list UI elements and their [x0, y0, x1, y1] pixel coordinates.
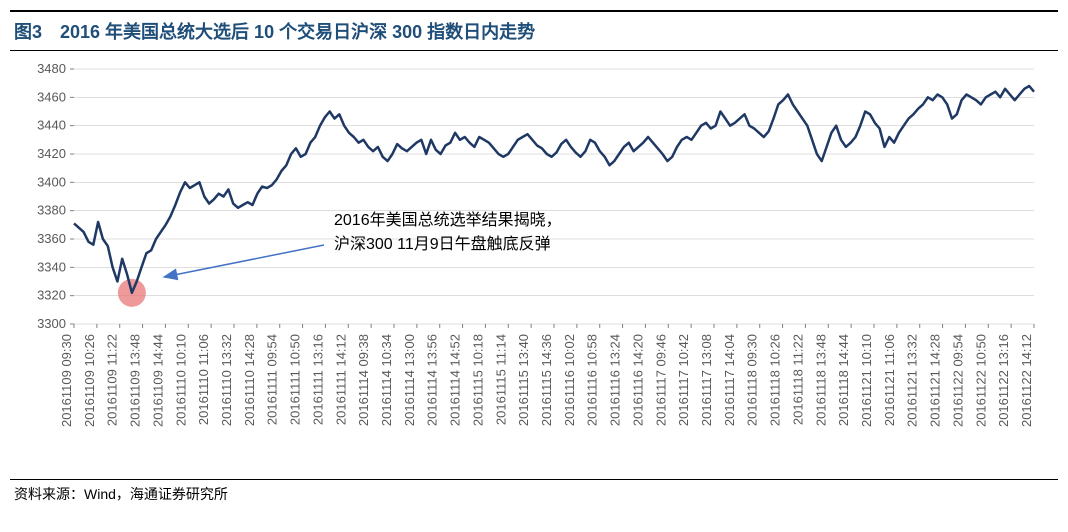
svg-text:20161114 09:38: 20161114 09:38 — [356, 334, 371, 426]
svg-text:20161117 13:08: 20161117 13:08 — [699, 334, 714, 426]
svg-text:3300: 3300 — [37, 316, 66, 331]
svg-text:20161109 10:26: 20161109 10:26 — [82, 334, 97, 427]
svg-text:3440: 3440 — [37, 118, 66, 133]
annotation-arrow — [164, 245, 324, 277]
svg-text:20161122 13:16: 20161122 13:16 — [996, 334, 1011, 427]
svg-text:20161115 11:14: 20161115 11:14 — [493, 334, 508, 425]
svg-text:20161114 14:52: 20161114 14:52 — [448, 334, 463, 426]
svg-text:20161114 13:56: 20161114 13:56 — [425, 334, 440, 426]
title-bar: 图3 2016 年美国总统大选后 10 个交易日沪深 300 指数日内走势 — [10, 10, 1058, 51]
svg-text:20161118 11:22: 20161118 11:22 — [790, 334, 805, 425]
svg-text:20161111 13:16: 20161111 13:16 — [310, 334, 325, 425]
svg-text:20161121 11:06: 20161121 11:06 — [882, 334, 897, 426]
svg-text:20161110 11:06: 20161110 11:06 — [196, 334, 211, 425]
svg-text:3420: 3420 — [37, 146, 66, 161]
svg-text:20161110 14:28: 20161110 14:28 — [242, 334, 257, 426]
svg-text:20161110 13:32: 20161110 13:32 — [219, 334, 234, 426]
svg-text:3400: 3400 — [37, 174, 66, 189]
svg-text:20161121 14:28: 20161121 14:28 — [928, 334, 943, 427]
svg-text:20161109 09:30: 20161109 09:30 — [59, 334, 74, 427]
svg-text:3460: 3460 — [37, 89, 66, 104]
svg-text:3340: 3340 — [37, 259, 66, 274]
source-bar: 资料来源：Wind，海通证券研究所 — [10, 479, 1058, 508]
chart-area: 3300 3320 3340 3360 3380 3400 3420 3440 3460 3480… — [10, 51, 1058, 479]
svg-text:20161118 09:30: 20161118 09:30 — [745, 334, 760, 426]
svg-text:20161115 13:40: 20161115 13:40 — [516, 334, 531, 426]
svg-text:20161111 14:12: 20161111 14:12 — [333, 334, 348, 425]
svg-text:20161111 10:50: 20161111 10:50 — [288, 334, 303, 425]
svg-text:3380: 3380 — [37, 203, 66, 218]
svg-text:20161114 13:00: 20161114 13:00 — [402, 334, 417, 426]
svg-text:20161118 14:44: 20161118 14:44 — [836, 334, 851, 426]
svg-text:20161115 14:36: 20161115 14:36 — [539, 334, 554, 426]
svg-text:20161116 10:58: 20161116 10:58 — [585, 334, 600, 426]
svg-text:20161116 14:20: 20161116 14:20 — [630, 334, 645, 426]
svg-text:20161117 10:42: 20161117 10:42 — [676, 334, 691, 426]
annotation-line1: 2016年美国总统选举结果揭晓， — [334, 211, 562, 229]
svg-text:20161121 10:10: 20161121 10:10 — [859, 334, 874, 427]
svg-text:20161116 10:02: 20161116 10:02 — [562, 334, 577, 426]
svg-text:20161111 09:54: 20161111 09:54 — [265, 334, 280, 425]
data-line — [74, 86, 1034, 293]
svg-text:20161117 09:46: 20161117 09:46 — [653, 334, 668, 426]
svg-text:20161110 10:10: 20161110 10:10 — [173, 334, 188, 426]
svg-text:3320: 3320 — [37, 288, 66, 303]
svg-text:3480: 3480 — [37, 61, 66, 76]
svg-text:20161109 14:44: 20161109 14:44 — [150, 334, 165, 427]
figure-title: 图3 2016 年美国总统大选后 10 个交易日沪深 300 指数日内走势 — [14, 22, 535, 42]
svg-text:20161122 14:12: 20161122 14:12 — [1019, 334, 1034, 427]
svg-text:20161109 13:48: 20161109 13:48 — [128, 334, 143, 427]
figure-container: 图3 2016 年美国总统大选后 10 个交易日沪深 300 指数日内走势 33… — [10, 10, 1058, 508]
source-text: 资料来源：Wind，海通证券研究所 — [14, 486, 228, 502]
svg-text:20161121 13:32: 20161121 13:32 — [905, 334, 920, 427]
svg-text:20161118 13:48: 20161118 13:48 — [813, 334, 828, 426]
svg-text:20161117 14:04: 20161117 14:04 — [722, 334, 737, 426]
line-chart: 3300 3320 3340 3360 3380 3400 3420 3440 3460 3480… — [14, 59, 1054, 479]
svg-text:20161115 10:18: 20161115 10:18 — [470, 334, 485, 426]
svg-text:3360: 3360 — [37, 231, 66, 246]
svg-text:20161116 13:24: 20161116 13:24 — [608, 334, 623, 426]
svg-text:20161114 10:34: 20161114 10:34 — [379, 334, 394, 426]
annotation-line2: 沪深300 11月9日午盘触底反弹 — [334, 234, 551, 253]
svg-text:20161122 10:50: 20161122 10:50 — [973, 334, 988, 427]
svg-text:20161122 09:54: 20161122 09:54 — [950, 334, 965, 427]
svg-text:20161118 10:26: 20161118 10:26 — [768, 334, 783, 426]
svg-text:20161109 11:22: 20161109 11:22 — [105, 334, 120, 426]
